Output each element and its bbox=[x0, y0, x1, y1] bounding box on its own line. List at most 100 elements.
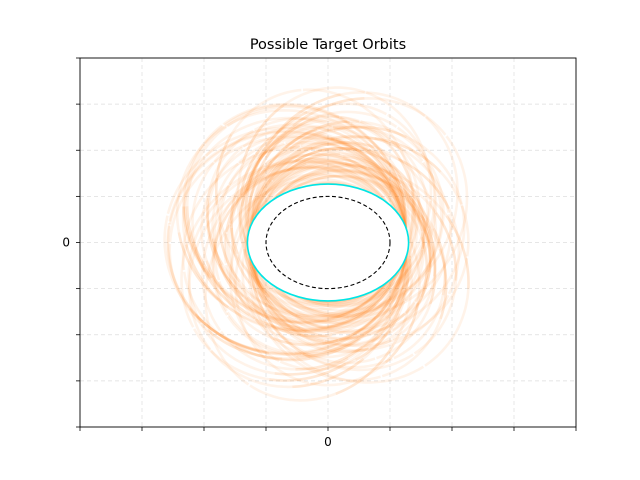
orbit-21-seg-1 bbox=[225, 264, 333, 338]
orbit-18-seg-1 bbox=[393, 176, 434, 303]
chart-title: Possible Target Orbits bbox=[250, 37, 406, 53]
orbit-33-seg-1 bbox=[206, 129, 254, 266]
orbit-70-seg-1 bbox=[219, 330, 363, 371]
orbit-36-seg-1 bbox=[213, 185, 262, 316]
orbit-76-seg-1 bbox=[218, 153, 256, 283]
orbit-63-seg-0 bbox=[248, 125, 466, 335]
orbit-54-seg-1 bbox=[245, 119, 350, 191]
orbit-52-seg-0 bbox=[246, 165, 405, 323]
orbit-3-seg-1 bbox=[381, 248, 448, 378]
orbit-64-seg-1 bbox=[324, 268, 409, 343]
orbit-55-seg-0 bbox=[254, 146, 417, 307]
orbit-15-seg-1 bbox=[391, 208, 432, 332]
orbit-49-seg-1 bbox=[182, 124, 223, 280]
orbit-11-seg-1 bbox=[227, 315, 361, 358]
orbit-16-seg-1 bbox=[230, 142, 285, 255]
orbit-65-seg-1 bbox=[279, 313, 401, 371]
orbit-37-seg-0 bbox=[253, 148, 414, 305]
orbit-13-seg-1 bbox=[284, 120, 422, 153]
orbit-69-seg-0 bbox=[180, 159, 408, 382]
orbit-5-seg-1 bbox=[265, 110, 398, 159]
orbit-4-seg-1 bbox=[239, 114, 340, 196]
orbit-22-seg-0 bbox=[249, 135, 452, 333]
orbit-45-seg-1 bbox=[286, 152, 402, 186]
orbit-14-seg-1 bbox=[175, 143, 220, 301]
orbit-48-seg-1 bbox=[183, 125, 225, 279]
orbit-7-seg-1 bbox=[413, 212, 458, 355]
orbit-57-seg-1 bbox=[424, 215, 470, 367]
orbit-66-seg-0 bbox=[181, 146, 408, 362]
orbit-5-seg-0 bbox=[248, 115, 438, 308]
orbit-55-seg-1 bbox=[267, 142, 380, 183]
orbit-60-seg-1 bbox=[292, 97, 447, 136]
orbit-60-seg-0 bbox=[248, 97, 469, 319]
orbit-37-seg-1 bbox=[261, 140, 368, 190]
orbit-53-seg-0 bbox=[252, 147, 426, 318]
orbit-26-seg-0 bbox=[246, 93, 459, 313]
orbit-44-seg-1 bbox=[227, 224, 301, 330]
orbit-25-seg-1 bbox=[388, 212, 432, 335]
orbit-17-seg-0 bbox=[230, 172, 403, 345]
orbit-17-seg-1 bbox=[254, 317, 377, 346]
orbit-71-seg-1 bbox=[244, 180, 273, 291]
orbit-75-seg-1 bbox=[310, 302, 420, 387]
orbit-79-seg-1 bbox=[393, 227, 447, 360]
orbit-27-seg-1 bbox=[343, 155, 425, 249]
orbit-62-seg-1 bbox=[249, 344, 395, 402]
orbit-58-seg-0 bbox=[212, 164, 405, 356]
orbit-47-seg-1 bbox=[210, 350, 365, 389]
orbit-78-seg-1 bbox=[206, 146, 243, 285]
reference-orbit bbox=[265, 195, 391, 290]
orbit-31-seg-0 bbox=[252, 147, 426, 319]
orbit-13-seg-0 bbox=[250, 120, 445, 316]
orbit-9-seg-0 bbox=[250, 128, 430, 308]
orbit-31-seg-1 bbox=[295, 147, 414, 190]
orbit-34-seg-1 bbox=[289, 125, 424, 163]
orbit-65-seg-0 bbox=[229, 180, 410, 362]
orbit-45-seg-0 bbox=[254, 152, 418, 315]
orbit-73-seg-0 bbox=[166, 126, 409, 355]
main-orbits bbox=[246, 183, 410, 302]
orbit-68-seg-1 bbox=[345, 162, 413, 258]
orbit-63-seg-1 bbox=[333, 125, 463, 205]
orbit-29-seg-1 bbox=[392, 214, 437, 341]
orbit-62-seg-0 bbox=[204, 177, 413, 395]
orbit-61-seg-1 bbox=[168, 243, 283, 360]
orbit-67-seg-0 bbox=[245, 111, 436, 306]
orbit-24-seg-1 bbox=[242, 184, 271, 298]
orbit-67-seg-1 bbox=[257, 102, 387, 161]
orbit-9-seg-1 bbox=[266, 124, 391, 168]
orbit-72-seg-1 bbox=[185, 125, 227, 278]
orbit-26-seg-1 bbox=[275, 91, 426, 135]
orbit-10-seg-1 bbox=[181, 156, 230, 309]
orbit-35-seg-1 bbox=[374, 137, 470, 257]
orbit-42-seg-0 bbox=[213, 157, 407, 347]
orbit-12-seg-1 bbox=[191, 162, 237, 309]
y-tick-label-4: 0 bbox=[62, 236, 70, 250]
orbit-56-seg-1 bbox=[230, 163, 266, 284]
orbit-69-seg-1 bbox=[192, 328, 347, 382]
orbit-0-seg-0 bbox=[168, 129, 409, 356]
x-tick-label-4: 0 bbox=[324, 435, 332, 449]
orbit-38-seg-1 bbox=[310, 141, 432, 200]
orbit-58-seg-1 bbox=[226, 311, 359, 356]
orbit-42-seg-1 bbox=[218, 281, 339, 347]
orbit-52-seg-1 bbox=[249, 266, 350, 323]
orbit-51-seg-1 bbox=[224, 233, 307, 333]
orbit-43-seg-1 bbox=[267, 303, 377, 329]
orbit-39-seg-1 bbox=[369, 236, 429, 350]
orbit-34-seg-0 bbox=[251, 125, 443, 317]
orbit-46-seg-1 bbox=[397, 158, 461, 295]
axis-ticks: 00 bbox=[62, 57, 577, 449]
orbit-59-seg-1 bbox=[166, 225, 270, 355]
orbit-53-seg-1 bbox=[293, 147, 413, 188]
orbit-50-seg-1 bbox=[247, 137, 335, 212]
orbit-2-seg-1 bbox=[248, 115, 360, 183]
orbit-66-seg-1 bbox=[182, 271, 311, 362]
orbit-20-seg-1 bbox=[241, 86, 366, 165]
orbit-11-seg-0 bbox=[211, 165, 406, 358]
orbit-1-seg-1 bbox=[338, 255, 412, 341]
orbit-77-seg-1 bbox=[302, 292, 407, 359]
orbit-41-seg-1 bbox=[200, 323, 349, 376]
orbit-0-seg-1 bbox=[166, 223, 267, 354]
